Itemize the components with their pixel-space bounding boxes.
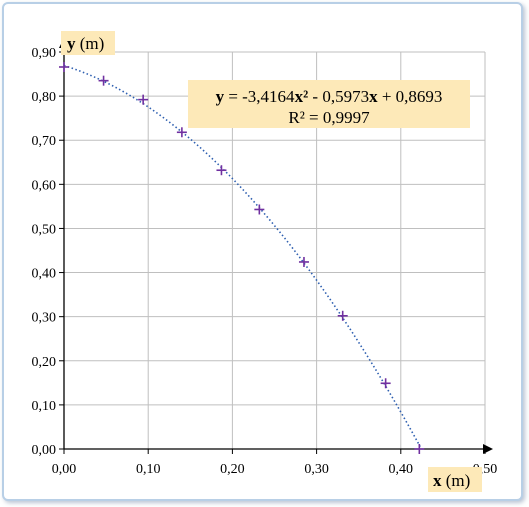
y-tick-label: 0,70 [32, 134, 57, 149]
data-point [98, 75, 109, 86]
data-points [59, 61, 425, 454]
y-tick-label: 0,40 [32, 267, 57, 282]
x-axis-title: x (m) [433, 471, 470, 490]
y-tick-label: 0,90 [32, 46, 57, 61]
x-tick-label: 0,40 [389, 462, 414, 477]
y-tick-label: 0,10 [32, 399, 57, 414]
data-point [138, 94, 149, 105]
y-tick-label: 0,30 [32, 311, 57, 326]
y-tick-label: 0,50 [32, 222, 57, 237]
data-point [59, 61, 69, 72]
trendline-curve [63, 64, 421, 448]
trendline-equation: y = -3,4164x² - 0,5973x + 0,8693 [216, 87, 443, 106]
data-point [216, 165, 227, 176]
trendline-label-bg [188, 80, 470, 128]
y-axis-title: y (m) [67, 34, 104, 53]
tick-labels: 0,00 0,10 0,20 0,30 0,40 0,50 0,00 0,10 0,20 0,30… [32, 46, 498, 477]
x-tick-label: 0,30 [304, 462, 329, 477]
trendline-r2: R² = 0,9997 [288, 108, 370, 127]
x-tick-label: 0,00 [52, 462, 77, 477]
y-tick-label: 0,20 [32, 355, 57, 370]
data-point [337, 310, 348, 321]
y-tick-label: 0,80 [32, 90, 57, 105]
data-point [254, 204, 265, 215]
x-tick-label: 0,10 [136, 462, 161, 477]
x-tick-label: 0,20 [220, 462, 245, 477]
data-point [414, 444, 425, 454]
data-point [176, 127, 187, 138]
x-axis-title-bg [428, 467, 482, 492]
y-tick-label: 0,00 [32, 443, 57, 458]
data-point [298, 256, 309, 267]
data-point [380, 378, 391, 389]
grid-lines [64, 51, 486, 449]
y-tick-label: 0,60 [32, 178, 57, 193]
y-axis-title-bg [61, 31, 115, 55]
